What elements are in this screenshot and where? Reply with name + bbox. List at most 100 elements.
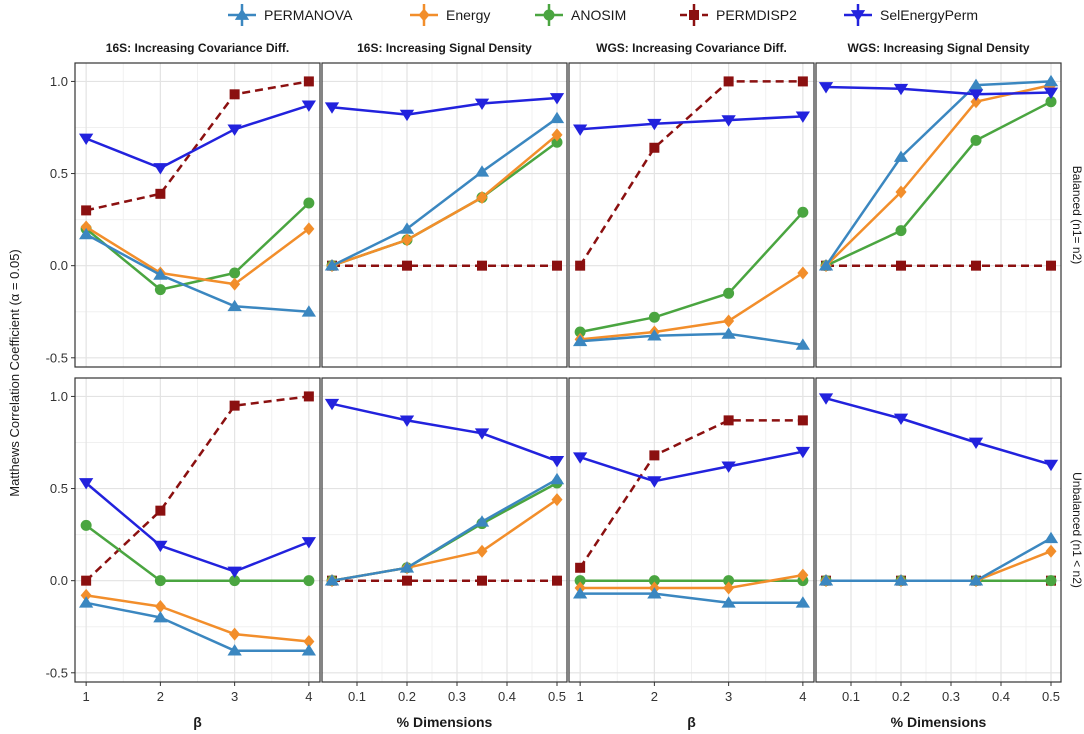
legend-marker-permdisp2 — [689, 10, 699, 20]
x-tick-label: 0.3 — [448, 689, 466, 704]
data-point-permdisp2 — [723, 76, 734, 87]
series-line-anosim — [825, 100, 1052, 267]
data-point-permanova — [474, 515, 490, 527]
data-point-selenergyperm — [474, 428, 490, 440]
series-permanova — [324, 111, 565, 271]
series-line-energy — [85, 594, 310, 643]
data-point-anosim — [574, 326, 586, 338]
y-axis-label: Matthews Correlation Coefficient (α = 0.… — [7, 249, 22, 497]
data-point-selenergyperm — [647, 118, 662, 131]
data-point-permdisp2 — [402, 260, 412, 271]
data-point-permanova — [1043, 531, 1059, 544]
data-point-energy — [229, 627, 241, 641]
data-point-permdisp2 — [575, 260, 586, 271]
data-point-permdisp2 — [723, 415, 734, 426]
data-point-permdisp2 — [1046, 260, 1056, 271]
data-point-selenergyperm — [795, 111, 811, 123]
data-point-selenergyperm — [1043, 87, 1059, 99]
x-axis-label: β — [687, 714, 696, 730]
y-tick-label: -0.5 — [46, 350, 68, 365]
data-point-selenergyperm — [549, 456, 565, 468]
data-point-selenergyperm — [153, 540, 168, 553]
x-tick-label: 0.2 — [892, 689, 910, 704]
series-line-permdisp2 — [85, 80, 310, 212]
data-point-permdisp2 — [649, 142, 660, 153]
series-line-selenergyperm — [825, 397, 1052, 466]
data-point-energy — [476, 544, 488, 558]
data-point-selenergyperm — [893, 413, 909, 426]
data-point-anosim — [1045, 575, 1057, 587]
data-point-selenergyperm — [227, 566, 242, 578]
data-point-selenergyperm — [721, 115, 736, 127]
series-anosim — [80, 197, 315, 296]
data-point-energy — [80, 588, 92, 602]
data-point-permanova — [968, 574, 984, 586]
legend-label-anosim: ANOSIM — [571, 7, 626, 23]
data-point-energy — [970, 95, 982, 109]
data-point-selenergyperm — [795, 446, 811, 459]
data-point-selenergyperm — [227, 124, 242, 136]
legend-item-permanova: PERMANOVA — [228, 4, 353, 26]
x-axis-label: β — [193, 714, 202, 730]
data-point-permanova — [721, 596, 736, 608]
data-point-anosim — [303, 575, 315, 587]
panel-border — [568, 377, 815, 683]
series-selenergyperm — [818, 393, 1059, 472]
data-point-selenergyperm — [153, 163, 168, 175]
panel-border — [74, 377, 321, 683]
data-point-permanova — [153, 268, 168, 280]
data-point-permanova — [572, 587, 588, 599]
data-point-selenergyperm — [572, 452, 588, 464]
series-selenergyperm — [572, 446, 811, 488]
series-line-energy — [85, 225, 310, 286]
panel-r0-c1 — [321, 62, 568, 368]
data-point-energy — [80, 220, 92, 234]
data-point-selenergyperm — [324, 102, 340, 114]
x-tick-label: 0.1 — [348, 689, 366, 704]
data-point-selenergyperm — [968, 437, 984, 449]
series-line-anosim — [579, 211, 804, 334]
data-point-permdisp2 — [155, 505, 166, 516]
data-point-permdisp2 — [81, 575, 92, 586]
data-point-permanova — [721, 327, 736, 339]
data-point-anosim — [1045, 96, 1057, 108]
data-point-anosim — [648, 575, 660, 587]
row-strip-1: Unbalanced (n1 < n2) — [1070, 472, 1084, 588]
data-point-permanova — [78, 227, 94, 240]
series-permanova — [78, 596, 317, 656]
series-line-selenergyperm — [579, 450, 804, 483]
data-point-permanova — [968, 78, 984, 90]
data-point-energy — [797, 266, 809, 280]
x-tick-label: 0.4 — [498, 689, 516, 704]
panel-r0-c0: -0.5 0.0 0.5 1.0 — [46, 62, 321, 368]
series-selenergyperm — [324, 398, 565, 468]
data-point-permdisp2 — [797, 76, 808, 87]
data-point-selenergyperm — [301, 100, 317, 112]
data-point-anosim — [229, 267, 241, 279]
data-point-permanova — [647, 587, 662, 599]
legend-marker-anosim — [543, 9, 555, 21]
series-permanova — [818, 531, 1059, 586]
panel-border — [321, 377, 568, 683]
data-point-selenergyperm — [78, 478, 94, 490]
series-energy — [80, 588, 315, 648]
series-permdisp2 — [575, 76, 808, 271]
data-point-anosim — [229, 575, 241, 587]
y-tick-label: 0.5 — [50, 481, 68, 496]
series-line-anosim — [85, 524, 309, 582]
panel-border — [815, 62, 1062, 368]
series-line-permdisp2 — [579, 419, 803, 569]
data-point-permanova — [647, 329, 662, 341]
data-point-permanova — [818, 574, 834, 586]
data-point-permdisp2 — [229, 400, 240, 411]
series-line-energy — [580, 573, 804, 590]
series-permdisp2 — [81, 391, 314, 586]
data-point-permanova — [795, 338, 811, 350]
y-tick-label: -0.5 — [46, 665, 68, 680]
panel-r0-c3 — [815, 62, 1062, 368]
legend-item-energy: Energy — [410, 4, 490, 26]
data-point-permdisp2 — [303, 391, 314, 402]
series-line-permanova — [331, 478, 558, 582]
data-point-selenergyperm — [572, 124, 588, 136]
